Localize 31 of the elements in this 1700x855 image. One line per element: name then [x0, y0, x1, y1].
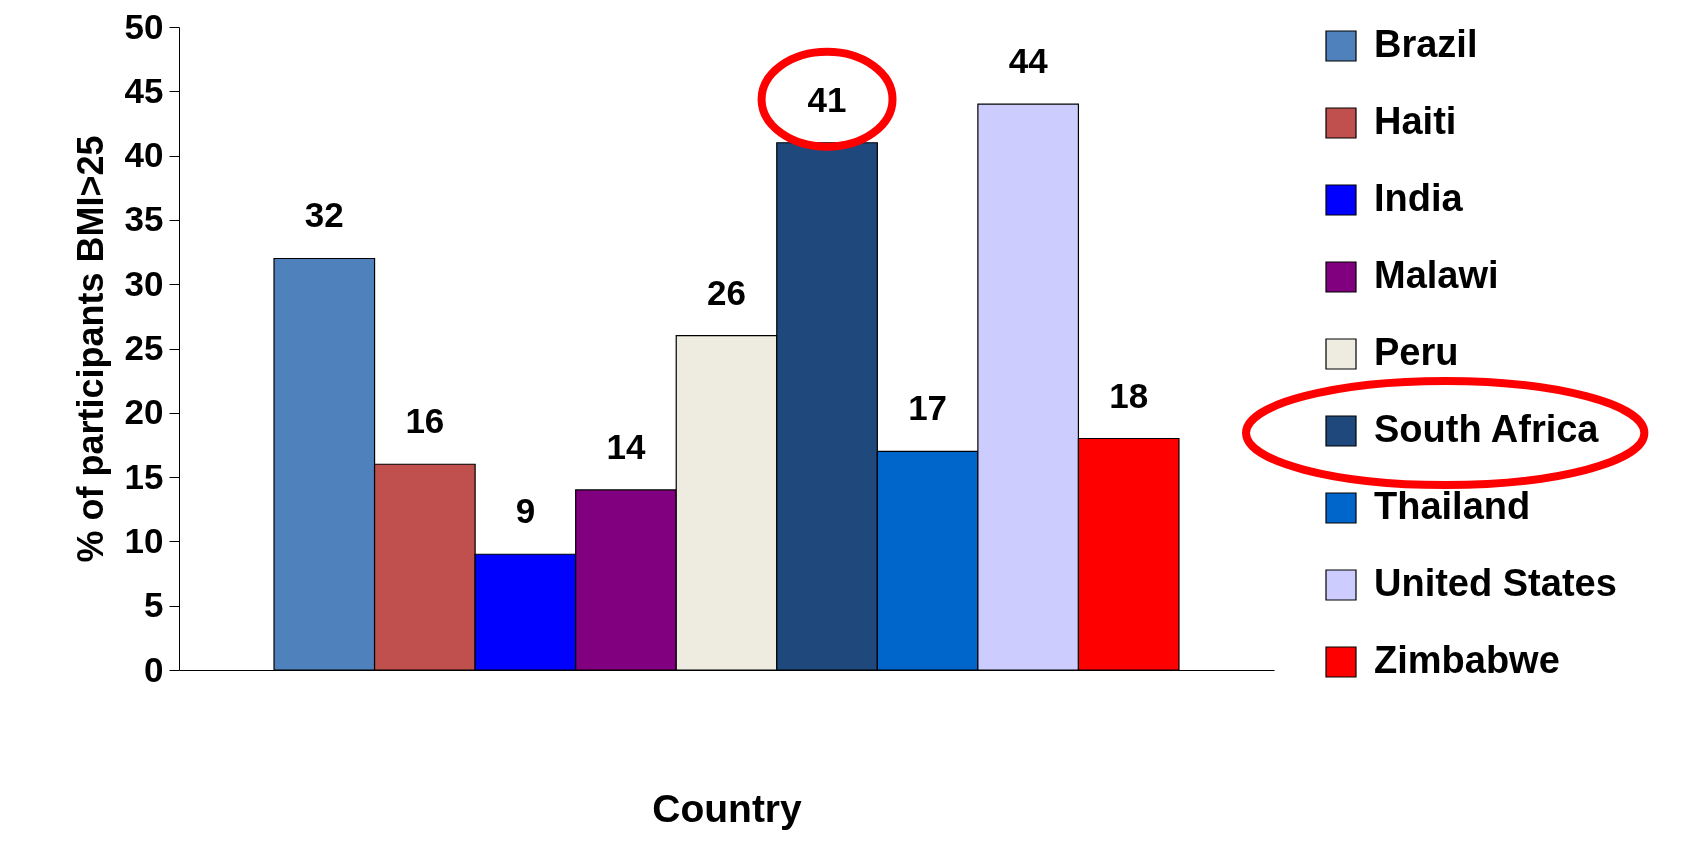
legend-label: Brazil — [1374, 23, 1478, 65]
y-tick-label: 30 — [124, 263, 164, 303]
y-tick-label: 15 — [124, 456, 164, 496]
legend-label: South Africa — [1374, 408, 1600, 450]
legend-label: Thailand — [1374, 485, 1531, 527]
data-label: 41 — [807, 79, 847, 119]
legend-label: Haiti — [1374, 100, 1457, 142]
legend-label: Zimbabwe — [1374, 639, 1560, 681]
y-axis-title: % of participants BMI>25 — [69, 135, 111, 563]
data-label: 9 — [515, 491, 536, 531]
y-tick-label: 10 — [124, 520, 164, 560]
data-label: 18 — [1109, 375, 1149, 415]
x-axis-title: Country — [652, 786, 803, 830]
data-label: 32 — [304, 195, 344, 235]
legend-label: United States — [1374, 562, 1617, 604]
data-label: 16 — [405, 401, 445, 441]
y-tick-label: 0 — [144, 649, 164, 689]
data-label: 26 — [707, 272, 746, 312]
y-tick-label: 35 — [124, 199, 164, 239]
y-tick-label: 20 — [124, 392, 164, 432]
y-tick-label: 50 — [124, 6, 164, 46]
legend-label: Peru — [1374, 331, 1459, 373]
y-tick-label: 40 — [124, 135, 164, 175]
legend-label: Malawi — [1374, 254, 1499, 296]
y-tick-label: 5 — [144, 585, 164, 625]
y-tick-label: 25 — [124, 328, 164, 367]
y-tick-label: 45 — [124, 70, 164, 110]
data-label: 17 — [908, 388, 948, 428]
legend-label: India — [1374, 177, 1464, 219]
data-label: 44 — [1008, 41, 1049, 81]
data-label: 14 — [606, 426, 646, 466]
